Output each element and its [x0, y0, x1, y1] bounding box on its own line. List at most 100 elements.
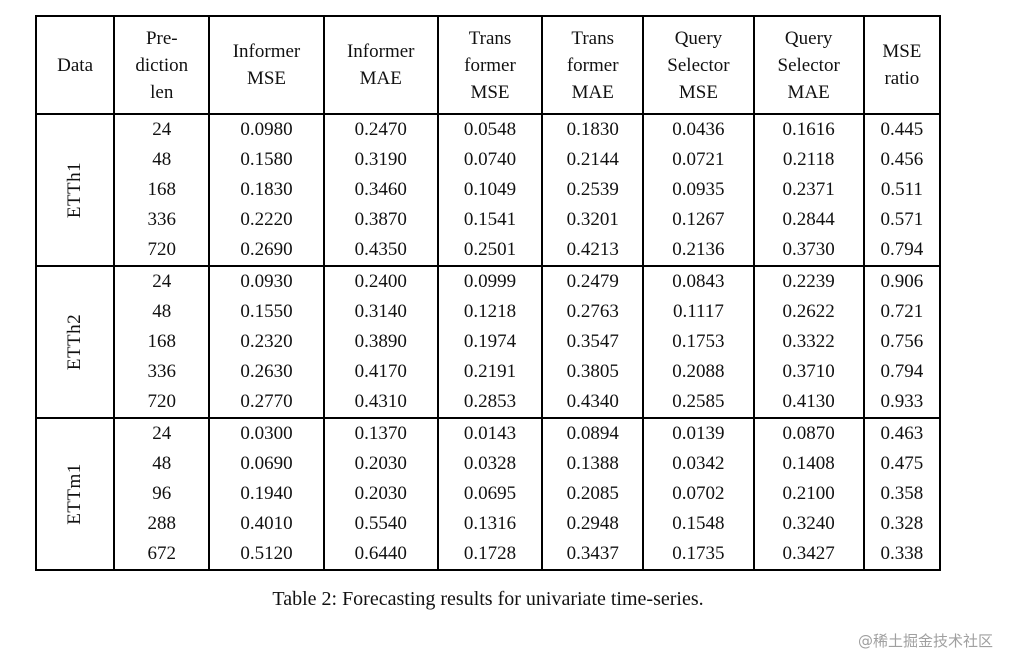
table-cell: 0.2320	[208, 327, 325, 357]
group-etth1: ETTh1 24 0.0980 0.2470 0.0548 0.1830 0.0436 0.1…	[34, 114, 942, 266]
table-cell: 0.1550	[208, 297, 325, 327]
table-cell: 0.1541	[436, 205, 544, 235]
table-cell: 0.571	[862, 205, 942, 235]
table-cell: 0.0721	[642, 145, 755, 175]
table-cell: 0.1616	[752, 114, 865, 145]
header-informer-mse: Informer MSE	[208, 16, 325, 115]
group-label-text: ETTm1	[64, 463, 86, 525]
table-cell: 0.2085	[541, 479, 645, 509]
group-label-etth1: ETTh1	[34, 114, 116, 266]
table-cell: 0.0870	[752, 418, 865, 449]
table-row: 288 0.4010 0.5540 0.1316 0.2948 0.1548 0.3240 0…	[36, 509, 942, 539]
table-cell: 0.2501	[436, 235, 544, 266]
table-row: 720 0.2770 0.4310 0.2853 0.4340 0.2585 0.4130 0…	[36, 387, 942, 418]
table-cell: 0.0894	[541, 418, 645, 449]
table-cell: 0.794	[862, 357, 942, 387]
table-cell: 336	[113, 357, 211, 387]
table-cell: 0.4340	[541, 387, 645, 418]
table-cell: 0.0690	[208, 449, 325, 479]
group-ettm1: ETTm1 24 0.0300 0.1370 0.0143 0.0894 0.0139 0.0…	[34, 418, 942, 570]
table-cell: 0.2622	[752, 297, 865, 327]
table-cell: 0.2191	[436, 357, 544, 387]
table-cell: 0.2690	[208, 235, 325, 266]
table-cell: 0.5540	[322, 509, 439, 539]
table-cell: 720	[113, 235, 211, 266]
table-cell: 0.2118	[752, 145, 865, 175]
table-cell: 0.2948	[541, 509, 645, 539]
table-row: 96 0.1940 0.2030 0.0695 0.2085 0.0702 0.2100 0.…	[36, 479, 942, 509]
table-cell: 0.1267	[642, 205, 755, 235]
table-cell: 0.1728	[436, 539, 544, 570]
table-cell: 0.1218	[436, 297, 544, 327]
table-cell: 0.1049	[436, 175, 544, 205]
table-cell: 24	[113, 114, 211, 145]
table-cell: 0.2239	[752, 266, 865, 297]
table-cell: 720	[113, 387, 211, 418]
table-cell: 0.3437	[541, 539, 645, 570]
table-cell: 0.1408	[752, 449, 865, 479]
table-cell: 0.1940	[208, 479, 325, 509]
header-trans-former-mse: Trans former MSE	[436, 16, 544, 115]
group-label-text: ETTh1	[64, 161, 86, 219]
table-cell: 0.328	[862, 509, 942, 539]
table-cell: 48	[113, 297, 211, 327]
table-cell: 672	[113, 539, 211, 570]
table-cell: 0.2479	[541, 266, 645, 297]
table-cell: 0.2088	[642, 357, 755, 387]
table-cell: 168	[113, 175, 211, 205]
table-cell: 0.2100	[752, 479, 865, 509]
table-cell: 0.3322	[752, 327, 865, 357]
table-cell: 0.3427	[752, 539, 865, 570]
table-cell: 0.0930	[208, 266, 325, 297]
results-table-container: Data Pre-diction len Informer MSE Informer MAE…	[34, 15, 942, 571]
table-cell: 0.2030	[322, 479, 439, 509]
group-label-etth2: ETTh2	[34, 266, 116, 418]
header-data: Data	[34, 16, 116, 115]
table-cell: 336	[113, 205, 211, 235]
table-cell: 0.2844	[752, 205, 865, 235]
table-cell: 0.3460	[322, 175, 439, 205]
table-cell: 0.2144	[541, 145, 645, 175]
table-cell: 0.1580	[208, 145, 325, 175]
table-cell: 0.3201	[541, 205, 645, 235]
table-cell: 0.3547	[541, 327, 645, 357]
table-cell: 0.2400	[322, 266, 439, 297]
table-cell: 0.358	[862, 479, 942, 509]
header-query-selector-mae: Query Selector MAE	[752, 16, 865, 115]
table-cell: 0.3240	[752, 509, 865, 539]
table-cell: 0.933	[862, 387, 942, 418]
table-cell: 0.756	[862, 327, 942, 357]
table-row: 168 0.1830 0.3460 0.1049 0.2539 0.0935 0.2371 0…	[36, 175, 942, 205]
table-cell: 0.3710	[752, 357, 865, 387]
table-cell: 0.2030	[322, 449, 439, 479]
table-cell: 0.2371	[752, 175, 865, 205]
table-cell: 0.4350	[322, 235, 439, 266]
table-row: ETTh1 24 0.0980 0.2470 0.0548 0.1830 0.0436 0.1…	[34, 114, 942, 266]
table-header: Data Pre-diction len Informer MSE Informer MAE…	[34, 16, 942, 115]
table-cell: 0.1830	[208, 175, 325, 205]
table-cell: 0.3730	[752, 235, 865, 266]
table-cell: 48	[113, 449, 211, 479]
table-cell: 0.3890	[322, 327, 439, 357]
table-cell: 0.906	[862, 266, 942, 297]
table-cell: 0.2585	[642, 387, 755, 418]
table-cell: 168	[113, 327, 211, 357]
table-cell: 0.0300	[208, 418, 325, 449]
table-cell: 0.1117	[642, 297, 755, 327]
table-cell: 0.4310	[322, 387, 439, 418]
table-cell: 0.1548	[642, 509, 755, 539]
table-row: ETTh2 24 0.0930 0.2400 0.0999 0.2479 0.0843 0.2…	[34, 266, 942, 418]
table-cell: 0.0695	[436, 479, 544, 509]
table-cell: 0.3805	[541, 357, 645, 387]
table-cell: 0.4010	[208, 509, 325, 539]
table-cell: 0.0139	[642, 418, 755, 449]
table-cell: 0.0935	[642, 175, 755, 205]
header-informer-mae: Informer MAE	[322, 16, 439, 115]
table-cell: 0.6440	[322, 539, 439, 570]
table-cell: 0.3870	[322, 205, 439, 235]
table-cell: 0.463	[862, 418, 942, 449]
table-cell: 0.1370	[322, 418, 439, 449]
header-row: Data Pre-diction len Informer MSE Informer MAE…	[34, 16, 942, 115]
table-cell: 0.1388	[541, 449, 645, 479]
